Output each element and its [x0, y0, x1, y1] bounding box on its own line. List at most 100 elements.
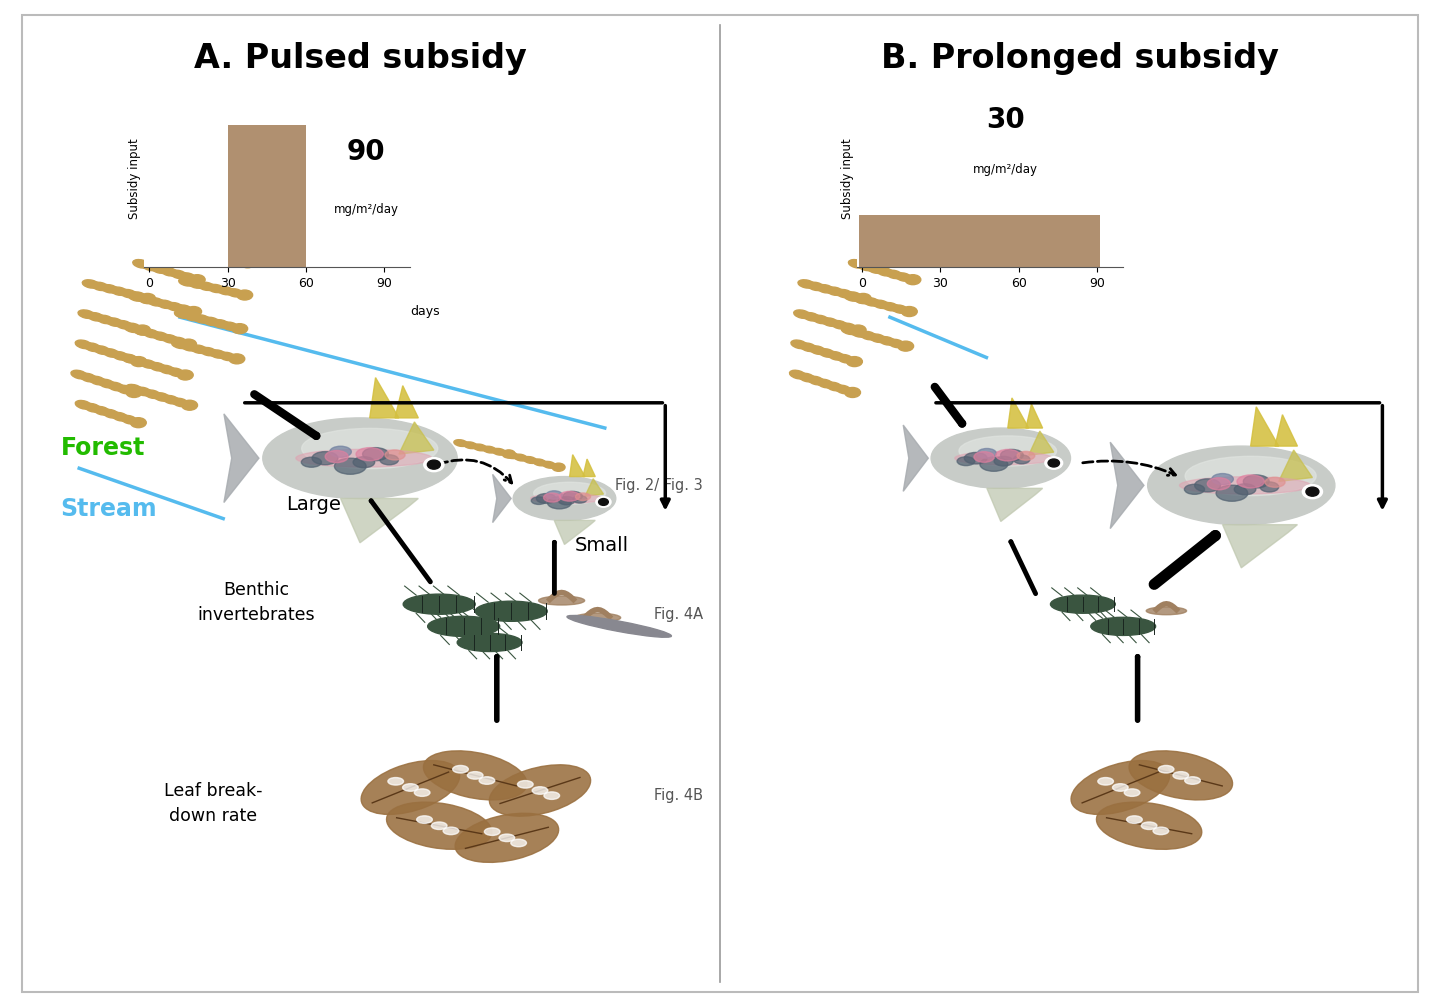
- Polygon shape: [903, 425, 929, 491]
- Ellipse shape: [831, 320, 848, 329]
- Ellipse shape: [177, 370, 193, 380]
- Ellipse shape: [102, 410, 120, 418]
- Ellipse shape: [121, 415, 137, 424]
- Ellipse shape: [96, 315, 114, 323]
- Ellipse shape: [1306, 487, 1319, 496]
- Ellipse shape: [1153, 827, 1169, 835]
- Polygon shape: [583, 459, 595, 476]
- Ellipse shape: [789, 371, 806, 379]
- Ellipse shape: [222, 322, 239, 330]
- Ellipse shape: [1129, 751, 1233, 800]
- Ellipse shape: [154, 393, 170, 401]
- Ellipse shape: [845, 292, 863, 300]
- Ellipse shape: [1212, 473, 1233, 484]
- Ellipse shape: [1048, 459, 1060, 467]
- Ellipse shape: [88, 312, 104, 321]
- Polygon shape: [395, 386, 418, 418]
- Ellipse shape: [1148, 446, 1335, 525]
- Ellipse shape: [171, 398, 189, 407]
- Ellipse shape: [181, 246, 199, 254]
- Ellipse shape: [428, 616, 500, 636]
- Ellipse shape: [503, 450, 516, 458]
- Ellipse shape: [140, 293, 156, 303]
- Ellipse shape: [131, 418, 147, 428]
- Ellipse shape: [387, 777, 403, 785]
- Ellipse shape: [881, 302, 899, 311]
- Ellipse shape: [121, 354, 138, 364]
- Text: Forest: Forest: [60, 436, 145, 460]
- Ellipse shape: [166, 302, 183, 311]
- Ellipse shape: [904, 275, 920, 285]
- Polygon shape: [1274, 415, 1297, 446]
- Ellipse shape: [94, 345, 111, 354]
- Ellipse shape: [1185, 484, 1204, 494]
- Ellipse shape: [543, 493, 560, 502]
- Y-axis label: Subsidy input: Subsidy input: [841, 138, 854, 220]
- Ellipse shape: [180, 339, 196, 349]
- Ellipse shape: [158, 366, 176, 374]
- Polygon shape: [1008, 398, 1028, 428]
- Ellipse shape: [301, 428, 438, 468]
- Text: Large: Large: [287, 495, 341, 515]
- Ellipse shape: [523, 456, 537, 463]
- Polygon shape: [986, 488, 1043, 522]
- Ellipse shape: [131, 356, 147, 366]
- Ellipse shape: [186, 306, 202, 316]
- Ellipse shape: [115, 320, 132, 329]
- Ellipse shape: [1017, 451, 1035, 460]
- Ellipse shape: [958, 457, 975, 465]
- Ellipse shape: [828, 351, 844, 361]
- Ellipse shape: [973, 452, 994, 462]
- Ellipse shape: [791, 340, 808, 348]
- Text: 30: 30: [986, 107, 1025, 135]
- Ellipse shape: [1237, 475, 1264, 488]
- Text: Fig. 4A: Fig. 4A: [654, 607, 703, 621]
- Ellipse shape: [1179, 476, 1310, 494]
- Ellipse shape: [533, 459, 547, 466]
- Ellipse shape: [131, 356, 147, 367]
- Ellipse shape: [403, 594, 475, 614]
- Ellipse shape: [179, 278, 196, 286]
- Ellipse shape: [891, 305, 909, 313]
- Ellipse shape: [959, 436, 1057, 466]
- Ellipse shape: [818, 348, 835, 357]
- Ellipse shape: [979, 457, 1008, 471]
- Ellipse shape: [490, 764, 590, 817]
- Ellipse shape: [134, 326, 150, 335]
- Ellipse shape: [860, 331, 877, 339]
- Ellipse shape: [120, 289, 137, 298]
- Ellipse shape: [161, 334, 179, 343]
- Ellipse shape: [955, 451, 1053, 465]
- Ellipse shape: [822, 318, 838, 326]
- Ellipse shape: [212, 319, 229, 328]
- Ellipse shape: [423, 457, 444, 471]
- Ellipse shape: [886, 270, 903, 279]
- Ellipse shape: [808, 377, 824, 385]
- Ellipse shape: [161, 268, 177, 276]
- Ellipse shape: [480, 776, 495, 784]
- Ellipse shape: [544, 792, 560, 800]
- Ellipse shape: [301, 457, 321, 467]
- Ellipse shape: [576, 493, 590, 500]
- Ellipse shape: [801, 343, 816, 351]
- Ellipse shape: [827, 383, 842, 391]
- Ellipse shape: [1174, 771, 1188, 779]
- Ellipse shape: [121, 354, 138, 363]
- Ellipse shape: [117, 385, 132, 394]
- Ellipse shape: [138, 295, 154, 304]
- Ellipse shape: [190, 345, 207, 353]
- Ellipse shape: [896, 273, 912, 281]
- Ellipse shape: [475, 601, 547, 621]
- Ellipse shape: [312, 451, 338, 464]
- Ellipse shape: [1146, 607, 1187, 614]
- Ellipse shape: [809, 345, 827, 354]
- Ellipse shape: [835, 385, 851, 394]
- Ellipse shape: [150, 363, 166, 371]
- Ellipse shape: [75, 401, 92, 409]
- Ellipse shape: [514, 454, 527, 461]
- Ellipse shape: [107, 318, 122, 326]
- Text: days: days: [410, 305, 441, 318]
- Ellipse shape: [1234, 483, 1256, 494]
- Ellipse shape: [547, 496, 572, 509]
- Text: Fig. 4B: Fig. 4B: [654, 788, 703, 803]
